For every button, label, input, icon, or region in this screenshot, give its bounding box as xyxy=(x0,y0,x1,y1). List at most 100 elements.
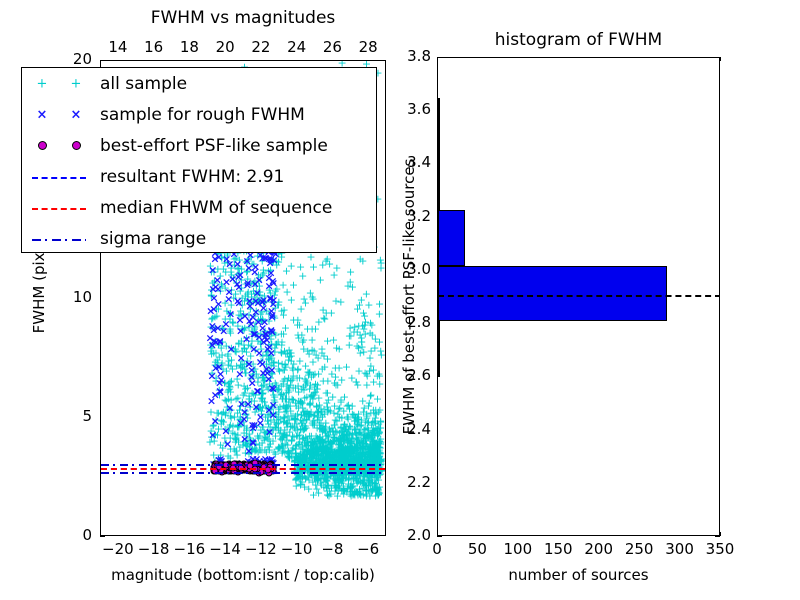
all-sample-point: + xyxy=(367,431,376,442)
all-sample-point: + xyxy=(298,443,307,454)
all-sample-point: + xyxy=(346,446,355,457)
all-sample-point: + xyxy=(285,382,294,393)
all-sample-point: + xyxy=(361,367,370,378)
rough-sample-point: × xyxy=(222,254,231,265)
all-sample-point: + xyxy=(281,403,290,414)
all-sample-point: + xyxy=(297,383,306,394)
all-sample-point: + xyxy=(283,385,292,396)
all-sample-point: + xyxy=(232,278,241,289)
all-sample-point: + xyxy=(211,356,220,367)
all-sample-point: + xyxy=(319,473,328,484)
all-sample-point: + xyxy=(353,486,362,497)
all-sample-point: + xyxy=(307,390,316,401)
all-sample-point: + xyxy=(283,375,292,386)
all-sample-point: + xyxy=(320,469,329,480)
all-sample-point: + xyxy=(282,421,291,432)
all-sample-point: + xyxy=(324,448,333,459)
all-sample-point: + xyxy=(287,355,296,366)
all-sample-point: + xyxy=(335,362,344,373)
all-sample-point: + xyxy=(307,446,316,457)
rough-sample-point: × xyxy=(262,364,271,375)
all-sample-point: + xyxy=(373,425,382,436)
rough-sample-point: × xyxy=(234,271,243,282)
all-sample-point: + xyxy=(270,417,279,428)
all-sample-point: + xyxy=(240,359,249,370)
all-sample-point: + xyxy=(354,475,363,486)
all-sample-point: + xyxy=(371,333,380,344)
all-sample-point: + xyxy=(264,402,273,413)
all-sample-point: + xyxy=(310,420,319,431)
all-sample-point: + xyxy=(341,452,350,463)
all-sample-point: + xyxy=(253,401,262,412)
all-sample-point: + xyxy=(326,426,335,437)
all-sample-point: + xyxy=(341,452,350,463)
all-sample-point: + xyxy=(331,425,340,436)
all-sample-point: + xyxy=(348,443,357,454)
all-sample-point: + xyxy=(366,345,375,356)
all-sample-point: + xyxy=(222,305,231,316)
all-sample-point: + xyxy=(359,347,368,358)
all-sample-point: + xyxy=(295,451,304,462)
all-sample-point: + xyxy=(362,469,371,480)
all-sample-point: + xyxy=(304,412,313,423)
all-sample-point: + xyxy=(252,305,261,316)
rough-sample-point: × xyxy=(225,402,234,413)
all-sample-point: + xyxy=(263,426,272,437)
all-sample-point: + xyxy=(240,344,249,355)
rough-sample-point: × xyxy=(266,255,275,266)
all-sample-point: + xyxy=(237,264,246,275)
all-sample-point: + xyxy=(287,375,296,386)
all-sample-point: + xyxy=(340,444,349,455)
all-sample-point: + xyxy=(298,448,307,459)
all-sample-point: + xyxy=(375,309,384,320)
all-sample-point: + xyxy=(245,432,254,443)
all-sample-point: + xyxy=(374,437,383,448)
rough-sample-point: × xyxy=(251,296,260,307)
all-sample-point: + xyxy=(367,319,376,330)
all-sample-point: + xyxy=(347,436,356,447)
all-sample-point: + xyxy=(258,395,267,406)
all-sample-point: + xyxy=(335,482,344,493)
all-sample-point: + xyxy=(329,452,338,463)
all-sample-point: + xyxy=(274,424,283,435)
all-sample-point: + xyxy=(329,469,338,480)
rough-sample-point: × xyxy=(268,457,277,468)
all-sample-point: + xyxy=(234,379,243,390)
all-sample-point: + xyxy=(241,290,250,301)
all-sample-point: + xyxy=(339,447,348,458)
scatter-ytick-label: 10 xyxy=(58,288,92,306)
all-sample-point: + xyxy=(371,441,380,452)
all-sample-point: + xyxy=(231,432,240,443)
all-sample-point: + xyxy=(266,439,275,450)
all-sample-point: + xyxy=(334,451,343,462)
scatter-top-xtick-label: 22 xyxy=(245,38,277,56)
all-sample-point: + xyxy=(258,437,267,448)
all-sample-point: + xyxy=(315,433,324,444)
rough-sample-point: × xyxy=(269,410,278,421)
all-sample-point: + xyxy=(286,410,295,421)
all-sample-point: + xyxy=(279,390,288,401)
all-sample-point: + xyxy=(374,490,383,501)
all-sample-point: + xyxy=(353,341,362,352)
all-sample-point: + xyxy=(353,379,362,390)
all-sample-point: + xyxy=(237,282,246,293)
all-sample-point: + xyxy=(276,390,285,401)
rough-sample-point: × xyxy=(208,321,217,332)
all-sample-point: + xyxy=(293,472,302,483)
all-sample-point: + xyxy=(353,441,362,452)
all-sample-point: + xyxy=(338,441,347,452)
all-sample-point: + xyxy=(368,436,377,447)
all-sample-point: + xyxy=(286,405,295,416)
all-sample-point: + xyxy=(370,343,379,354)
all-sample-point: + xyxy=(336,434,345,445)
all-sample-point: + xyxy=(351,411,360,422)
all-sample-point: + xyxy=(355,484,364,495)
all-sample-point: + xyxy=(368,435,377,446)
all-sample-point: + xyxy=(339,453,348,464)
all-sample-point: + xyxy=(322,447,331,458)
all-sample-point: + xyxy=(283,349,292,360)
all-sample-point: + xyxy=(221,409,230,420)
all-sample-point: + xyxy=(365,353,374,364)
all-sample-point: + xyxy=(363,452,372,463)
all-sample-point: + xyxy=(317,347,326,358)
